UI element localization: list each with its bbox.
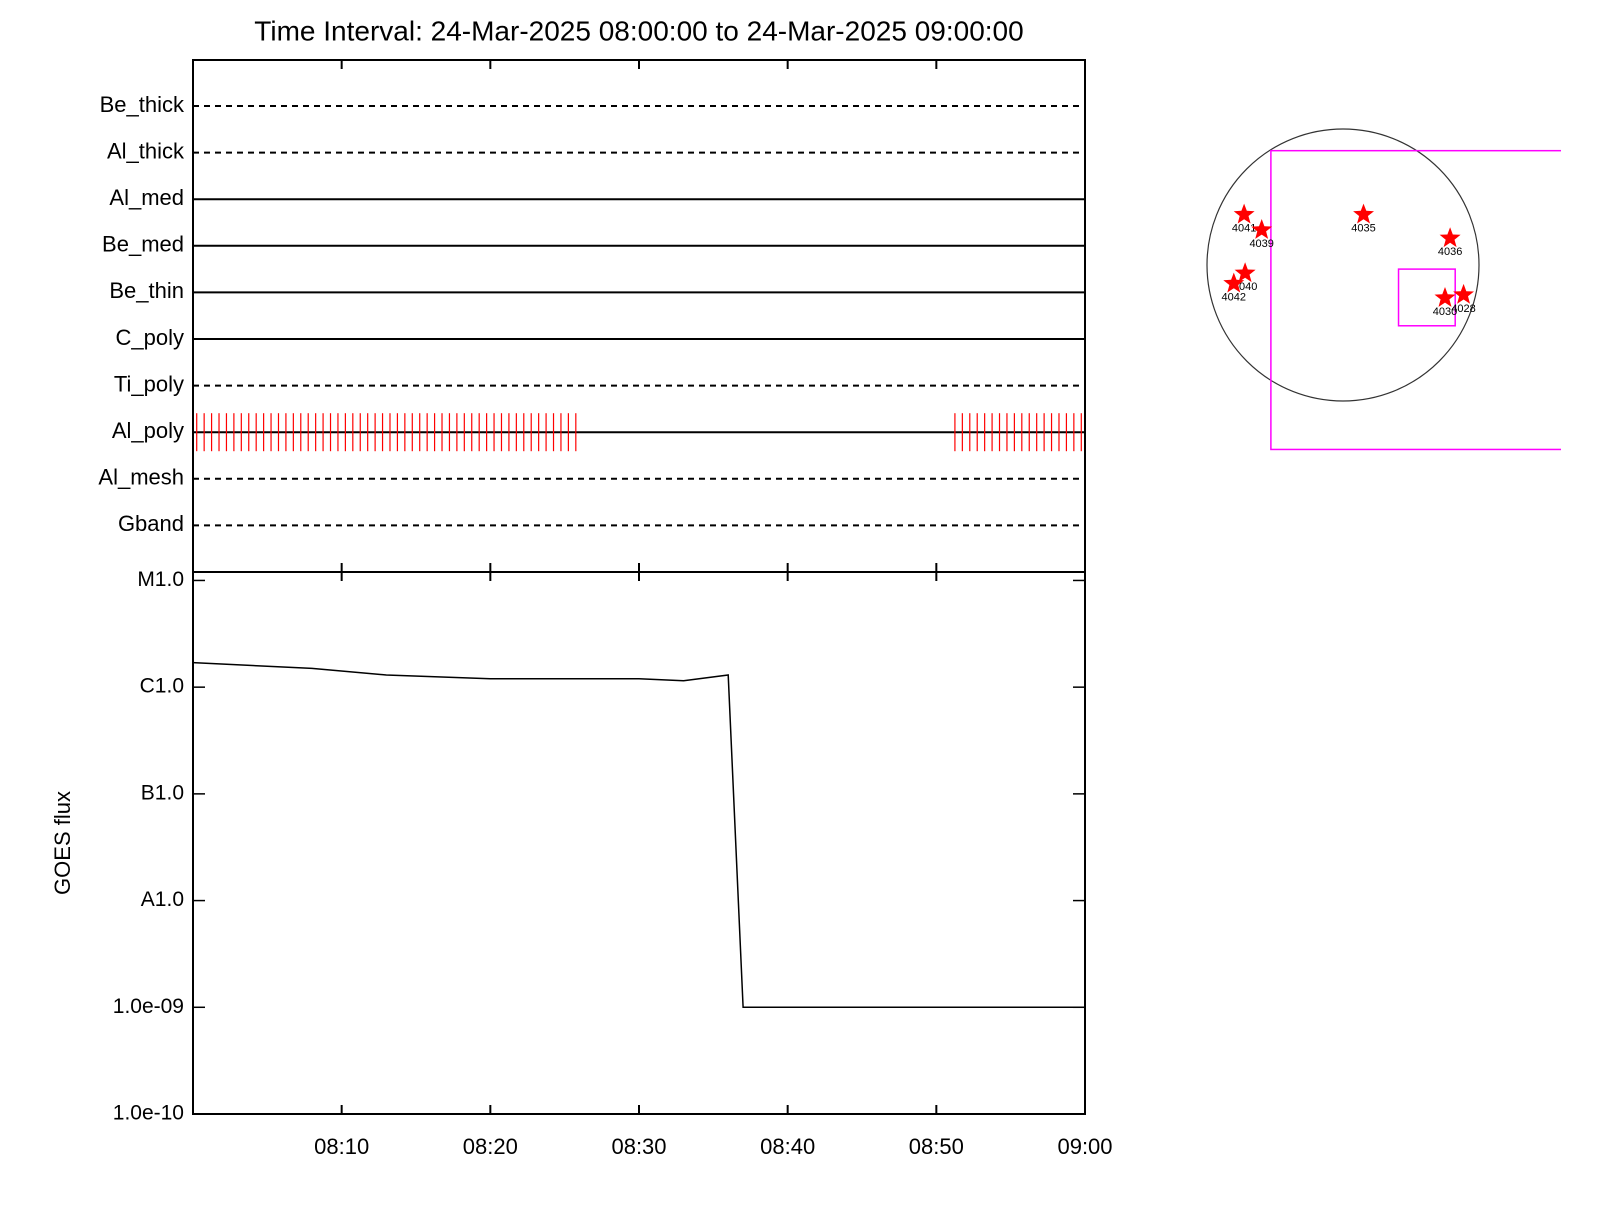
filter-label: Al_thick xyxy=(107,138,185,163)
chart-title: Time Interval: 24-Mar-2025 08:00:00 to 2… xyxy=(254,15,1023,46)
x-tick-label: 08:30 xyxy=(611,1134,666,1159)
filter-label: Be_thin xyxy=(109,278,184,303)
filter-label: Gband xyxy=(118,511,184,536)
active-region-label: 4028 xyxy=(1451,303,1475,315)
fov-box xyxy=(1270,149,1561,451)
flux-line xyxy=(192,661,1085,1009)
x-tick-label: 08:50 xyxy=(909,1134,964,1159)
x-tick-label: 08:40 xyxy=(760,1134,815,1159)
active-region-star xyxy=(1353,203,1374,224)
active-region-star xyxy=(1439,227,1461,248)
active-region-label: 4042 xyxy=(1222,291,1246,303)
x-tick-label: 08:10 xyxy=(314,1134,369,1159)
filter-label: Al_med xyxy=(109,185,184,210)
filter-label: Be_thick xyxy=(100,92,185,117)
filter-label: Ti_poly xyxy=(114,371,184,396)
active-region-star xyxy=(1233,203,1255,224)
active-region-label: 4035 xyxy=(1351,222,1375,234)
active-region-label: 4039 xyxy=(1249,238,1273,250)
filter-label: C_poly xyxy=(116,325,184,350)
y-tick-label: M1.0 xyxy=(137,568,184,591)
y-tick-label: 1.0e-10 xyxy=(113,1102,184,1125)
fov-box xyxy=(1397,268,1456,327)
active-region-star xyxy=(1234,262,1256,283)
active-region-star xyxy=(1453,283,1474,304)
y-axis-label: GOES flux xyxy=(50,791,75,895)
solar-disk xyxy=(1206,128,1480,402)
filter-label: Al_mesh xyxy=(98,465,184,490)
y-tick-label: C1.0 xyxy=(140,675,184,698)
active-region-star xyxy=(1251,219,1273,239)
active-region-label: 4036 xyxy=(1438,246,1462,258)
y-tick-label: 1.0e-09 xyxy=(113,995,184,1018)
active-region-label: 4030 xyxy=(1433,306,1457,318)
active-region-star xyxy=(1434,287,1456,307)
x-tick-label: 09:00 xyxy=(1057,1134,1112,1159)
y-tick-label: B1.0 xyxy=(141,781,184,804)
y-tick-label: A1.0 xyxy=(141,888,184,911)
active-region-label: 4041 xyxy=(1232,222,1256,234)
x-tick-label: 08:20 xyxy=(463,1134,518,1159)
active-region-star xyxy=(1223,272,1245,293)
filter-label: Al_poly xyxy=(112,418,184,443)
filter-label: Be_med xyxy=(102,232,184,257)
